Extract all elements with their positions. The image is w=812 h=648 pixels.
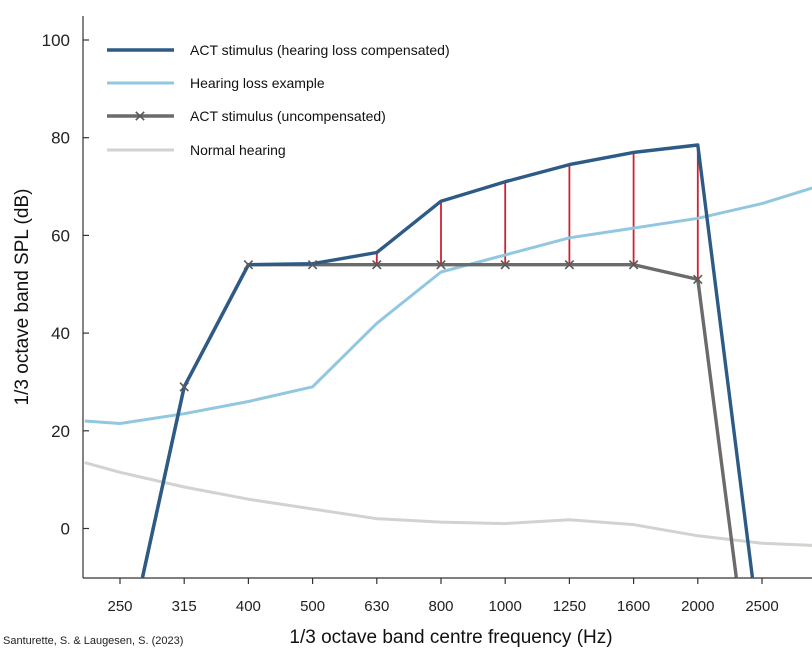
x-tick-label: 250 [107,598,132,615]
y-tick-label: 0 [61,520,70,539]
data-point-marker [179,382,189,392]
x-tick-label: 1600 [617,598,650,615]
source-credit: Santurette, S. & Laugesen, S. (2023) [3,635,183,647]
y-tick-labels: 0 20 40 60 80 100 [42,31,89,539]
y-tick-label: 80 [51,129,70,148]
x-tick-label: 315 [172,598,197,615]
x-tick-label: 630 [364,598,389,615]
data-point-marker [500,259,510,270]
series-line-hearing-loss-example [84,186,812,425]
data-point-marker [372,259,382,270]
y-tick-label: 20 [51,422,70,441]
x-tick-label: 800 [428,598,453,615]
legend-label: Normal hearing [190,142,286,158]
x-tick-label: 2000 [681,598,714,615]
legend-item-normal-hearing: Normal hearing [107,142,286,158]
data-point-marker [628,259,639,270]
plot-area [82,16,812,579]
data-point-marker [307,259,318,270]
data-point-marker [436,259,446,270]
legend-label: Hearing loss example [190,75,325,91]
series-line-normal-hearing [84,461,812,547]
x-tick-label: 1000 [489,598,522,615]
data-point-marker [243,259,254,270]
series-line-act-stimulus-hearing-loss-compensated [140,143,755,578]
legend-item-act-stimulus-uncompensated: ACT stimulus (uncompensated) [107,108,386,124]
data-point-marker [693,274,703,285]
y-tick-label: 40 [51,324,70,343]
legend-item-hearing-loss-example: Hearing loss example [107,75,325,91]
legend-item-act-stimulus-hearing-loss-compensated: ACT stimulus (hearing loss compensated) [107,42,450,58]
y-tick-label: 100 [42,31,70,50]
y-tick-label: 60 [51,226,70,245]
x-tick-label: 2500 [745,598,778,615]
series-line-act-stimulus-uncompensated [140,263,738,578]
y-axis-title: 1/3 octave band SPL (dB) [12,189,33,406]
x-tick-labels: 250 315 400 500 630 800 1000 1250 1600 2000 2500 [107,578,779,615]
legend-label: ACT stimulus (hearing loss compensated) [190,42,450,58]
x-tick-label: 400 [236,598,261,615]
compensation-gap-lines [375,145,699,280]
legend: ACT stimulus (hearing loss compensated) H… [107,42,450,158]
data-point-marker [564,259,575,270]
x-tick-label: 1250 [553,598,586,615]
legend-label: ACT stimulus (uncompensated) [190,108,386,124]
x-tick-label: 500 [300,598,325,615]
x-axis-title: 1/3 octave band centre frequency (Hz) [289,627,612,648]
series-lines [84,143,812,578]
